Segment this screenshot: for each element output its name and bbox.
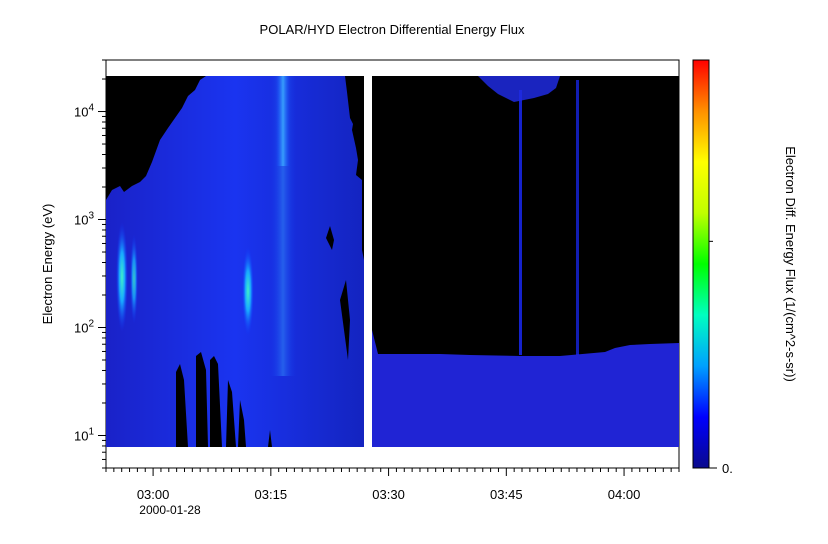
spectrogram-heatmap — [106, 76, 679, 447]
x-tick-label: 03:45 — [490, 487, 523, 502]
y-tick-label: 104 — [74, 103, 94, 120]
colorbar — [692, 59, 710, 469]
heatmap-streak-3 — [242, 246, 254, 336]
y-tick-label: 102 — [74, 319, 94, 336]
x-tick-label: 04:00 — [608, 487, 641, 502]
colorbar-label: Electron Diff. Energy Flux (1/(cm^2-s-sr… — [783, 146, 798, 382]
heatmap-streak-2 — [130, 234, 138, 324]
y-tick-label: 103 — [74, 211, 94, 228]
x-tick-label: 03:00 — [137, 487, 170, 502]
heatmap-left-flux — [106, 76, 364, 447]
x-axis: 03:00 03:15 03:30 03:45 04:00 — [105, 468, 680, 502]
heatmap-right-top-flux — [478, 76, 560, 102]
heatmap-spike-2 — [576, 80, 579, 355]
heatmap-right-flux — [372, 330, 679, 447]
y-axis: 101 102 103 104 — [74, 59, 106, 469]
y-axis-label: Electron Energy (eV) — [40, 204, 55, 325]
heatmap-spike-1 — [519, 90, 522, 355]
x-tick-label: 03:15 — [255, 487, 288, 502]
heatmap-streak-1 — [116, 222, 128, 332]
data-gap-strip — [364, 76, 372, 447]
x-tick-label: 03:30 — [372, 487, 405, 502]
x-date-label: 2000-01-28 — [139, 503, 201, 517]
colorbar-axis: 0.5×10710×10715×107 — [709, 240, 733, 476]
chart-title: POLAR/HYD Electron Differential Energy F… — [260, 22, 525, 37]
colorbar-tick-label: 0. — [722, 461, 733, 476]
heatmap-streak-5 — [270, 76, 296, 376]
y-tick-label: 101 — [74, 426, 94, 443]
